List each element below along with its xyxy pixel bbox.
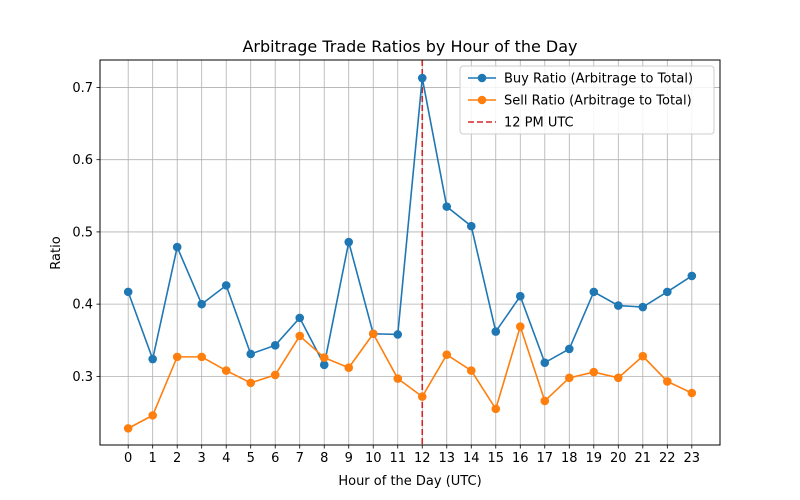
- data-point: [564, 344, 574, 354]
- data-point: [295, 313, 305, 323]
- x-tick-label: 2: [173, 451, 181, 466]
- legend-box: [459, 65, 715, 135]
- series-layer: [123, 73, 697, 433]
- series-line: [127, 77, 693, 368]
- x-tick-label: 22: [659, 451, 676, 466]
- data-point: [638, 302, 648, 312]
- data-point: [344, 363, 354, 373]
- data-point: [515, 322, 525, 331]
- data-point: [614, 301, 623, 310]
- data-point: [564, 373, 574, 383]
- x-axis-ticks: 0 1 2 3 4 5 6 7 8 9 10 11 12 13 14 15 16 17 18 19 20 21 22 23: [124, 445, 700, 466]
- x-tick-label: 5: [247, 451, 255, 466]
- y-tick-label: 0.7: [72, 81, 93, 96]
- data-point: [663, 377, 672, 386]
- y-axis-ticks: 0.3 0.4 0.5 0.6 0.7: [72, 81, 100, 385]
- data-point: [172, 242, 182, 252]
- x-tick-label: 8: [320, 451, 328, 466]
- x-tick-label: 14: [463, 451, 480, 466]
- legend-item: Sell Ratio (Arbitrage to Total): [468, 94, 692, 109]
- data-point: [589, 367, 599, 377]
- x-tick-label: 1: [149, 451, 157, 466]
- x-tick-label: 20: [610, 451, 627, 466]
- x-tick-label: 11: [389, 451, 406, 466]
- data-point: [417, 73, 427, 83]
- data-point: [466, 366, 476, 375]
- data-point: [246, 378, 256, 388]
- data-point: [319, 360, 329, 370]
- data-point: [270, 341, 280, 350]
- data-point: [393, 374, 403, 383]
- data-point: [540, 396, 550, 406]
- x-tick-label: 18: [561, 451, 578, 466]
- legend-item: 12 PM UTC: [468, 116, 574, 131]
- y-tick-label: 0.6: [72, 153, 93, 168]
- series-2: [123, 322, 697, 433]
- data-point: [393, 330, 403, 339]
- x-tick-label: 23: [684, 451, 701, 466]
- data-point: [148, 411, 157, 420]
- x-tick-label: 7: [296, 451, 304, 466]
- legend-label: 12 PM UTC: [504, 116, 574, 131]
- data-point: [491, 404, 501, 414]
- data-point: [687, 271, 697, 281]
- legend-item: Buy Ratio (Arbitrage to Total): [468, 72, 693, 87]
- x-tick-label: 3: [198, 451, 206, 466]
- chart-title: Arbitrage Trade Ratios by Hour of the Da…: [242, 37, 577, 56]
- data-point: [221, 366, 231, 375]
- legend: Buy Ratio (Arbitrage to Total) Sell Ratio…: [459, 65, 715, 135]
- data-point: [368, 329, 378, 339]
- x-axis-label: Hour of the Day (UTC): [338, 474, 481, 489]
- series-line: [127, 323, 693, 430]
- data-point: [589, 287, 599, 297]
- data-point: [295, 331, 305, 341]
- x-tick-label: 6: [271, 451, 279, 466]
- plot-frame: [99, 59, 721, 446]
- series-1: [123, 73, 697, 370]
- legend-marker: [477, 73, 487, 83]
- data-point: [515, 291, 525, 301]
- data-point: [270, 370, 280, 380]
- legend-label: Buy Ratio (Arbitrage to Total): [504, 72, 693, 87]
- x-tick-label: 15: [487, 451, 504, 466]
- data-point: [197, 352, 206, 362]
- x-tick-label: 12: [414, 451, 431, 466]
- data-point: [442, 350, 452, 360]
- x-tick-label: 19: [586, 451, 603, 466]
- data-point: [148, 354, 157, 364]
- data-point: [172, 352, 182, 362]
- data-point: [344, 237, 354, 247]
- legend-marker: [477, 95, 487, 105]
- x-tick-label: 0: [124, 451, 132, 466]
- data-point: [123, 424, 133, 433]
- data-point: [123, 287, 133, 297]
- x-tick-label: 17: [537, 451, 554, 466]
- x-tick-label: 21: [635, 451, 652, 466]
- x-tick-label: 9: [345, 451, 353, 466]
- y-tick-label: 0.4: [72, 298, 93, 313]
- y-tick-label: 0.5: [72, 225, 93, 240]
- data-point: [540, 358, 550, 367]
- data-point: [417, 392, 427, 401]
- x-tick-label: 4: [222, 451, 230, 466]
- data-point: [687, 388, 697, 398]
- data-point: [638, 351, 648, 361]
- data-point: [319, 353, 329, 362]
- y-tick-label: 0.3: [72, 370, 93, 385]
- data-point: [614, 373, 623, 383]
- x-tick-label: 16: [512, 451, 529, 466]
- data-point: [466, 221, 476, 231]
- legend-label: Sell Ratio (Arbitrage to Total): [504, 94, 692, 109]
- x-tick-label: 10: [365, 451, 382, 466]
- data-point: [442, 202, 452, 211]
- data-point: [246, 349, 256, 359]
- data-point: [663, 287, 672, 297]
- data-point: [491, 327, 501, 336]
- x-tick-label: 13: [438, 451, 455, 466]
- data-point: [221, 281, 231, 290]
- y-axis-label: Ratio: [49, 236, 64, 269]
- data-point: [197, 299, 206, 309]
